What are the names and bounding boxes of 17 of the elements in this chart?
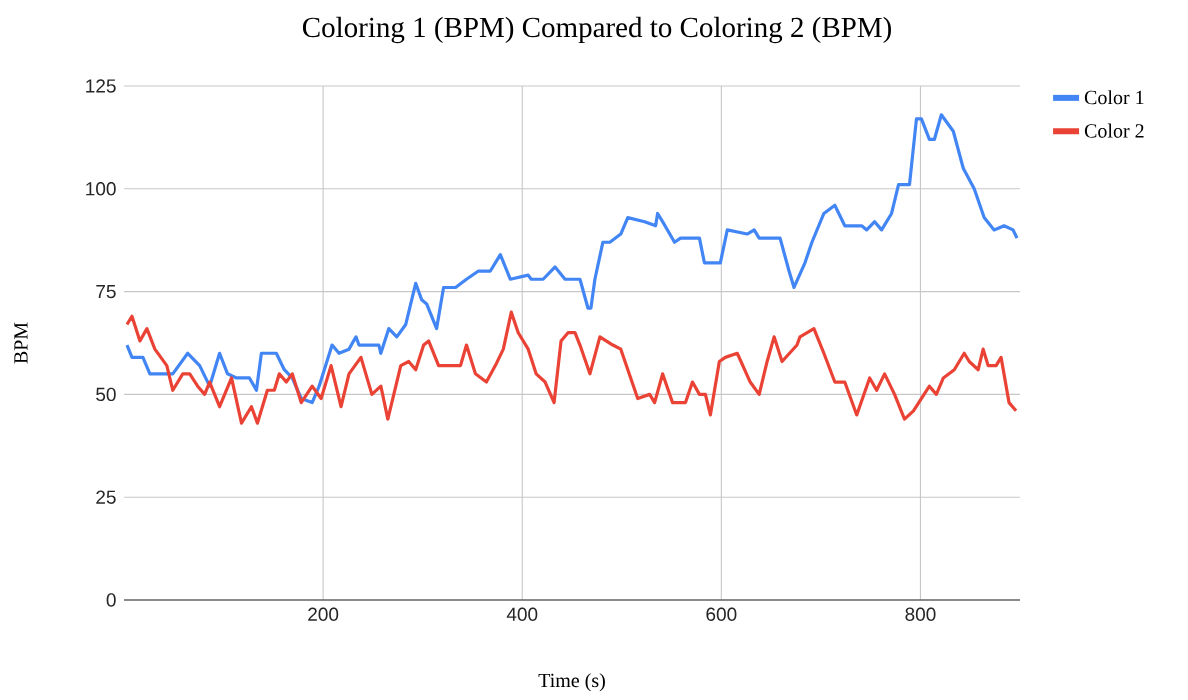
y-tick-label: 0 (106, 593, 116, 607)
x-tick-label: 800 (905, 607, 936, 621)
y-tick-label: 100 (86, 182, 116, 196)
y-tick-label: 25 (96, 490, 116, 504)
y-tick-label: 75 (96, 284, 116, 299)
x-tick-label: 400 (506, 607, 538, 621)
x-axis-title: Time (s) (538, 673, 605, 692)
y-tick-label: 50 (96, 387, 116, 402)
line-series (125, 310, 1018, 425)
legend-label: Color 2 (1084, 123, 1144, 138)
y-tick-label: 125 (86, 79, 116, 93)
x-tick-label: 200 (308, 607, 339, 621)
legend-label: Color 1 (1084, 90, 1144, 105)
x-tick-label: 600 (706, 607, 737, 621)
line-series (125, 113, 1019, 405)
y-axis-title: BPM (14, 322, 28, 364)
chart-title: Coloring 1 (BPM) Compared to Coloring 2 (BPM) (302, 16, 891, 44)
